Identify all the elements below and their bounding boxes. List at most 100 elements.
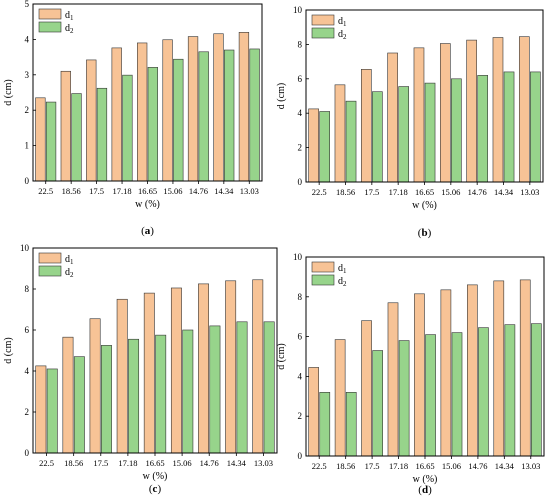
x-tick-label: 15.06 (442, 461, 461, 471)
y-tick-label: 2 (25, 105, 30, 115)
legend-label-d2: d2 (338, 29, 347, 41)
bar-d2-17.5 (96, 87, 108, 182)
bar-d2-16.65 (155, 334, 167, 454)
legend-swatch-d2 (38, 21, 62, 33)
bar-d1-15.06 (440, 289, 452, 457)
y-tick-label: 10 (293, 5, 303, 15)
legend-label-d1: d1 (338, 16, 347, 28)
legend-swatch-d2 (38, 265, 62, 277)
panel-caption: (b) (418, 227, 432, 239)
legend-label-name: d (65, 23, 70, 34)
x-tick-label: 13.03 (240, 186, 259, 196)
x-tick-label: 16.65 (145, 458, 164, 468)
x-tick-label: 17.5 (365, 461, 380, 471)
legend-swatch-d1 (311, 261, 335, 273)
legend-label-name: d (338, 29, 343, 40)
bar-d2-14.34 (224, 49, 235, 182)
bar-d1-17.5 (360, 69, 372, 183)
x-tick-label: 13.03 (254, 458, 273, 468)
bar-d1-18.56 (334, 339, 346, 457)
bar-d1-22.5 (308, 367, 319, 457)
bar-d1-13.03 (252, 279, 264, 454)
legend-label-subscript: 1 (70, 258, 74, 266)
x-tick-label: 13.03 (520, 187, 539, 197)
panel-caption-text: (c) (149, 483, 162, 495)
panel-caption-part: d (422, 484, 428, 496)
x-tick-label: 17.18 (389, 461, 408, 471)
chart-panel-2: 22.5 18.56 17.5 17.18 16.65 15.06 14.76 14.34 13… (276, 5, 544, 239)
bar-d1-14.76 (187, 36, 199, 182)
bar-d2-22.5 (319, 111, 331, 183)
bar-d1-22.5 (35, 365, 47, 454)
bar-d2-14.76 (478, 327, 489, 457)
x-tick-label: 15.06 (163, 186, 182, 196)
x-tick-label: 18.56 (64, 458, 83, 468)
y-axis-label: d (cm) (276, 83, 287, 109)
x-tick-label: 17.18 (118, 458, 137, 468)
bar-d1-18.56 (334, 84, 346, 183)
legend-label-subscript: 2 (343, 280, 347, 288)
x-tick-label: 22.5 (39, 458, 54, 468)
bar-d1-17.18 (116, 298, 128, 454)
y-tick-label: 2 (298, 143, 303, 153)
panel-caption-part: ) (428, 484, 432, 496)
legend-label-name: d (338, 276, 343, 287)
y-axis-label: d (cm) (3, 79, 14, 105)
bar-d2-18.56 (71, 93, 82, 182)
x-axis-label: w (%) (412, 200, 437, 211)
y-tick-label: 10 (20, 243, 30, 253)
panel-caption-part: ( (149, 483, 153, 495)
plot-frame (305, 9, 544, 183)
panel-caption-part: ( (418, 227, 422, 239)
x-tick-label: 17.5 (89, 186, 104, 196)
y-tick-label: 5 (25, 0, 30, 9)
bar-d2-17.5 (372, 350, 383, 457)
bar-d2-17.18 (128, 338, 140, 454)
bar-d1-14.34 (493, 280, 505, 457)
x-tick-label: 14.34 (495, 461, 515, 471)
x-tick-label: 14.76 (189, 186, 208, 196)
y-tick-label: 0 (298, 177, 303, 187)
chart-panel-4: 22.5 18.56 17.5 17.18 16.65 15.06 14.76 14.34 13… (276, 252, 545, 496)
x-tick-label: 18.56 (336, 461, 355, 471)
bar-d1-14.34 (492, 37, 504, 183)
panel-caption-text: (a) (141, 225, 154, 237)
chart-panel-1: 22.5 18.56 17.5 17.18 16.65 15.06 14.76 14.34 13… (3, 0, 263, 237)
bar-d1-17.18 (387, 52, 398, 183)
y-tick-label: 0 (25, 448, 30, 458)
bar-d2-13.03 (530, 71, 541, 183)
bar-d2-17.18 (398, 340, 410, 457)
bar-d1-17.5 (361, 320, 372, 457)
panel-caption-part: ( (141, 225, 145, 237)
bar-d2-22.5 (45, 101, 57, 182)
bar-d2-16.65 (147, 67, 158, 182)
bar-d1-15.06 (170, 287, 182, 454)
bar-d1-13.03 (238, 32, 250, 182)
x-axis-label: w (%) (413, 474, 438, 485)
plot-frame (305, 256, 545, 457)
plot-frame (32, 247, 278, 454)
legend-swatch-d1 (311, 14, 335, 26)
bar-d2-17.5 (372, 91, 383, 183)
bar-d1-14.76 (198, 283, 209, 454)
y-tick-label: 2 (25, 407, 30, 417)
x-tick-label: 15.06 (441, 187, 460, 197)
legend-swatch-d1 (38, 252, 62, 264)
bar-d1-16.65 (413, 47, 425, 183)
x-tick-label: 18.56 (336, 187, 355, 197)
x-tick-label: 17.18 (389, 187, 408, 197)
legend-swatch-d1 (38, 8, 62, 20)
bar-d1-15.06 (439, 43, 451, 183)
bar-d2-18.56 (73, 356, 85, 454)
bar-d1-16.65 (137, 42, 148, 182)
bar-d1-17.18 (111, 47, 122, 182)
bar-d1-14.34 (225, 280, 237, 454)
bar-d2-14.76 (198, 51, 209, 182)
x-tick-label: 13.03 (521, 461, 540, 471)
bar-d1-14.76 (466, 39, 477, 183)
y-tick-label: 6 (298, 332, 303, 342)
y-tick-label: 8 (25, 284, 30, 294)
x-tick-label: 22.5 (312, 461, 327, 471)
panel-caption: (c) (149, 483, 162, 495)
legend-label-subscript: 1 (343, 20, 347, 28)
